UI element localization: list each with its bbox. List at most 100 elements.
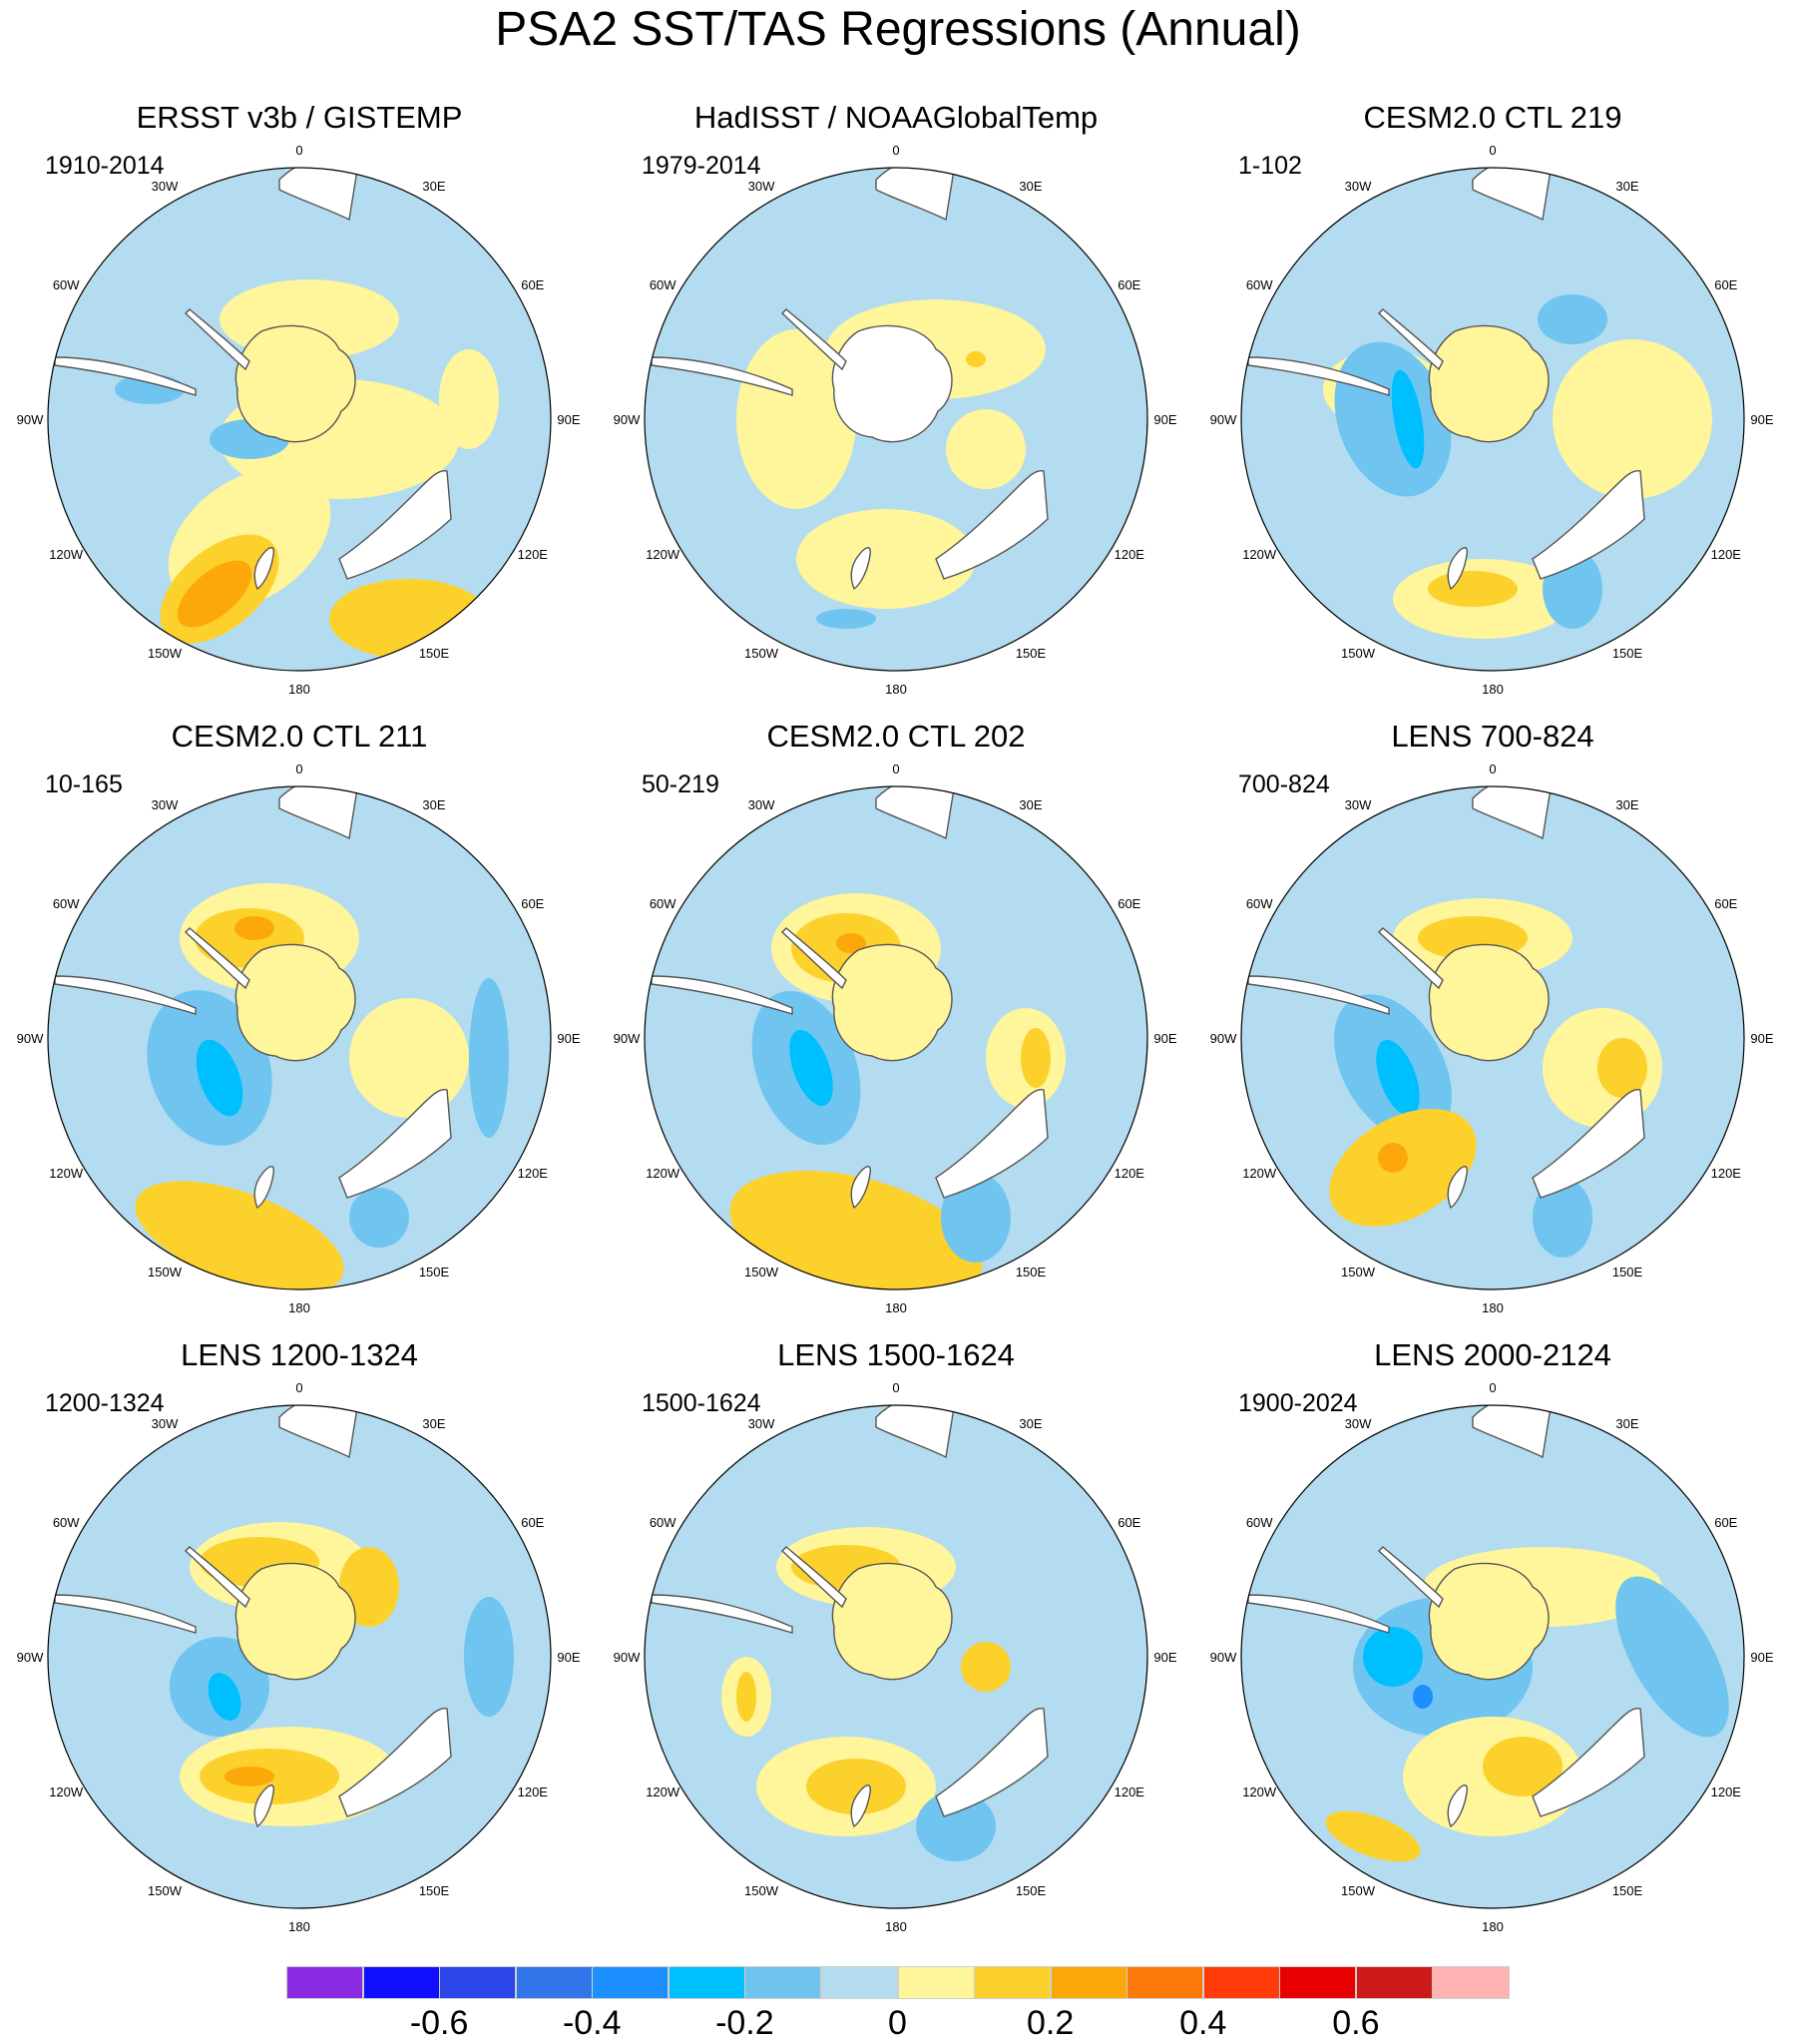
longitude-label: 0 [1489,762,1496,776]
new-zealand [850,1785,871,1828]
longitude-label: 60W [53,896,80,911]
longitude-label: 180 [885,1300,907,1315]
map-field [48,168,551,671]
longitude-label: 30E [1019,179,1042,194]
anomaly-contour [1428,571,1518,607]
longitude-label: 90W [17,412,44,427]
longitude-label: 120E [518,547,549,562]
panel-period: 50-219 [642,770,719,798]
colorbar-tick-label: 0 [888,2004,907,2042]
colorbar-swatch [362,1966,440,1999]
anomaly-contour [329,579,489,659]
colorbar-swatch [439,1966,517,1999]
longitude-label: 180 [1482,1300,1504,1315]
colorbar-swatch [1432,1966,1510,1999]
antarctica [234,1562,356,1681]
longitude-label: 90E [1153,1650,1176,1665]
landmasses [1247,786,1645,1210]
new-zealand [850,1166,871,1210]
polar-map: 0 30E 60E 90E 120E 150E 180 150W 120W 90W 60W 30W [1210,762,1774,1315]
longitude-label: 90W [17,1650,44,1665]
anomaly-contour [916,1791,996,1861]
longitude-label: 30W [748,179,775,194]
panel-title: LENS 1500-1624 [777,1337,1015,1372]
longitude-label: 150W [744,1883,779,1898]
longitude-label: 60W [1246,1515,1273,1530]
africa [278,168,360,222]
longitude-label: 0 [1489,143,1496,158]
longitude-label: 150W [1341,1265,1376,1279]
australia [338,1708,452,1817]
anomaly-contour [966,351,986,367]
longitude-label: 150E [1016,646,1047,661]
colorbar-tick-label: 0.4 [1179,2004,1227,2042]
longitude-label: 90E [557,1650,580,1665]
longitude-label: 120W [646,1166,680,1181]
longitude-label: 30W [152,1416,179,1431]
antarctica [234,943,356,1062]
longitude-label: 120W [1242,547,1277,562]
south-america [54,1594,197,1634]
polar-map: 0 30E 60E 90E 120E 150E 180 150W 120W 90W 60W 30W [1210,1380,1774,1934]
longitude-label: 150E [419,1883,450,1898]
longitude-label: 30E [1615,797,1638,812]
polar-map: 0 30E 60E 90E 120E 150E 180 150W 120W 90W 60W 30W [17,143,581,697]
anomaly-contour [946,409,1026,489]
anomaly-contour [1325,1810,1421,1862]
map-panel: CESM2.0 CTL 219 1-102 0 30E 60E 90E 120E 150E 18… [1193,100,1792,719]
longitude-label: 150W [1341,646,1376,661]
new-zealand [1447,1785,1468,1828]
colorbar-swatch [1202,1966,1280,1999]
anomaly-contour [796,509,976,609]
africa [1472,1405,1554,1459]
longitude-label: 60E [1714,1515,1737,1530]
polar-map: 0 30E 60E 90E 120E 150E 180 150W 120W 90W 60W 30W [1210,143,1774,697]
longitude-label: 60E [521,277,544,292]
longitude-label: 30E [1019,797,1042,812]
australia [1532,1089,1645,1199]
panel-title: LENS 700-824 [1391,719,1594,754]
south-america [1247,975,1390,1015]
longitude-label: 90W [614,1031,641,1046]
polar-map: 0 30E 60E 90E 120E 150E 180 150W 120W 90W 60W 30W [614,143,1177,697]
anomaly-contour [1391,369,1425,469]
africa [1472,786,1554,840]
longitude-label: 60E [521,1515,544,1530]
africa [875,168,957,222]
longitude-label: 120W [646,547,680,562]
panel-period: 700-824 [1238,770,1330,798]
longitude-label: 120E [1711,1166,1742,1181]
longitude-label: 90E [1153,412,1176,427]
south-america [651,975,793,1015]
anomaly-contour [349,1188,409,1248]
colorbar-swatch [897,1966,975,1999]
anomaly-contour [816,609,876,629]
australia [935,1089,1049,1199]
longitude-label: 150E [1612,1265,1643,1279]
colorbar-swatch [515,1966,593,1999]
anomaly-contour [789,1029,833,1107]
antarctic-peninsula [184,308,250,371]
anomaly-contour [1615,1576,1729,1738]
antarctica [831,943,953,1062]
anomaly-contour [234,916,274,940]
new-zealand [1447,1166,1468,1210]
longitude-label: 150W [1341,1883,1376,1898]
panel-period: 1500-1624 [642,1389,761,1417]
anomaly-contour [208,1672,241,1722]
south-america [54,975,197,1015]
colorbar-swatch [744,1966,822,1999]
africa [875,1405,957,1459]
longitude-label: 120W [49,1785,84,1799]
longitude-label: 60W [650,896,676,911]
africa [278,786,360,840]
australia [338,1089,452,1199]
anomaly-contour [464,1597,514,1717]
longitude-label: 30E [422,797,445,812]
longitude-label: 150E [419,1265,450,1279]
anomaly-contour [1021,1028,1051,1088]
longitude-label: 90E [557,1031,580,1046]
antarctic-peninsula [1377,308,1444,371]
landmasses [1247,1405,1645,1828]
map-field [1241,1405,1744,1908]
